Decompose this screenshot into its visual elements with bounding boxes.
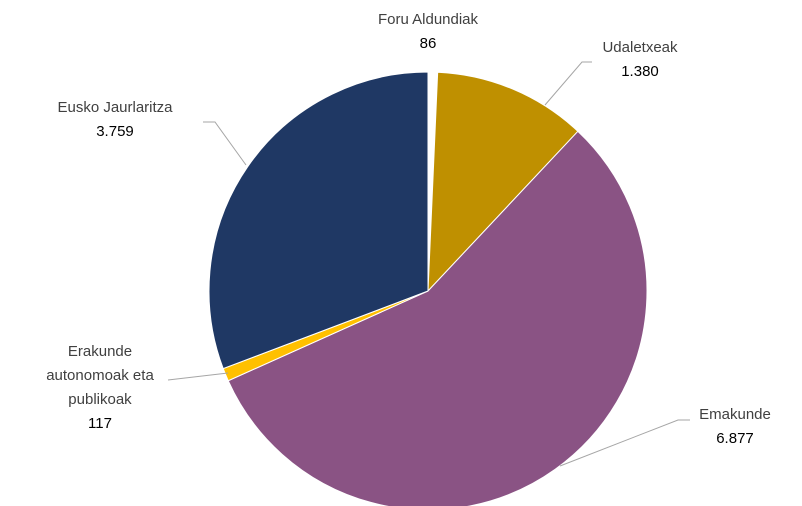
value-label: 86 — [419, 35, 437, 52]
data-label: Eusko Jaurlaritza 3.759 — [30, 96, 200, 144]
value-label: 1.380 — [621, 63, 659, 80]
value-label: 3.759 — [96, 123, 134, 140]
pie-slice — [208, 71, 429, 370]
leader-line — [544, 61, 592, 106]
category-label: Udaletxeak — [602, 39, 678, 56]
value-label: 117 — [88, 415, 112, 432]
category-label: Eusko Jaurlaritza — [57, 99, 173, 116]
leader-line — [559, 419, 690, 467]
category-label: Emakunde — [699, 406, 771, 423]
data-label: Foru Aldundiak 86 — [348, 8, 508, 56]
pie-slice — [427, 71, 579, 293]
category-label: Erakunde autonomoak eta publikoak — [46, 343, 154, 408]
leader-line — [203, 121, 247, 166]
data-label: Erakunde autonomoak eta publikoak 117 — [35, 340, 165, 436]
data-label: Emakunde 6.877 — [665, 403, 802, 451]
data-label: Udaletxeak 1.380 — [570, 36, 710, 84]
leader-line — [167, 372, 229, 381]
value-label: 6.877 — [716, 430, 754, 447]
category-label: Foru Aldundiak — [377, 11, 479, 28]
pie-slice — [227, 130, 648, 506]
